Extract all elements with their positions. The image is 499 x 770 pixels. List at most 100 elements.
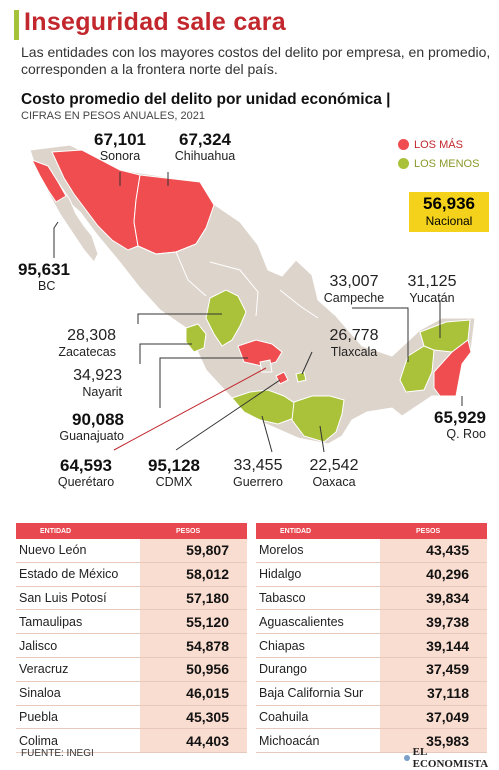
table-cell-pesos: 46,015 <box>140 681 247 705</box>
table-row: Baja California Sur 37,118 <box>256 681 487 706</box>
table-cell-pesos: 39,144 <box>380 634 487 657</box>
table-cell-entidad: Veracruz <box>19 662 69 677</box>
label-tlaxcala: 26,778 Tlaxcala <box>329 327 379 359</box>
table-row: Michoacán 35,983 <box>256 729 487 754</box>
table-cell-pesos: 37,459 <box>380 657 487 681</box>
table-cell-pesos: 39,738 <box>380 610 487 634</box>
nacional-badge: 56,936 Nacional <box>409 192 489 232</box>
label-qroo: 65,929 Q. Roo <box>434 408 486 441</box>
label-guanajuato: 90,088 Guanajuato <box>59 410 124 443</box>
leader-bc <box>53 221 59 258</box>
table-cell-entidad: Tabasco <box>259 590 306 605</box>
map-oaxaca <box>291 395 345 443</box>
legend-dot-icon <box>398 158 409 169</box>
label-sonora: 67,101 Sonora <box>94 130 146 163</box>
table-row: Jalisco 54,878 <box>16 634 247 658</box>
table-right: ENTIDAD PESOS Morelos 43,435 Hidalgo 40,296 T… <box>256 523 487 754</box>
table-cell-pesos: 58,012 <box>140 562 247 586</box>
map-zacatecas <box>205 289 247 347</box>
label-bc: 95,631 BC <box>18 260 70 293</box>
map-tlaxcala <box>295 371 307 383</box>
table-row: Veracruz 50,956 <box>16 657 247 682</box>
table-cell-pesos: 59,807 <box>140 539 247 562</box>
table-cell-entidad: Baja California Sur <box>259 686 364 701</box>
table-left: ENTIDAD PESOS Nuevo León 59,807 Estado de M… <box>16 523 247 754</box>
map-sonora <box>51 149 141 251</box>
leader-queretaro <box>113 367 267 451</box>
table-row: Durango 37,459 <box>256 657 487 682</box>
legend-dot-icon <box>398 139 409 150</box>
legend-item-menos: LOS MENOS <box>398 154 479 173</box>
table-row: Hidalgo 40,296 <box>256 562 487 587</box>
table-row: Tabasco 39,834 <box>256 586 487 611</box>
label-zacatecas: 28,308 Zacatecas <box>58 327 116 359</box>
logo: EL ECONOMISTA <box>404 746 499 770</box>
legend-item-mas: LOS MÁS <box>398 135 479 154</box>
leader-tlaxcala <box>301 351 313 375</box>
table-row: Chiapas 39,144 <box>256 634 487 658</box>
table-cell-pesos: 35,983 <box>380 729 487 753</box>
table-cell-entidad: Coahuila <box>259 709 309 724</box>
label-chihuahua: 67,324 Chihuahua <box>174 130 236 163</box>
leader-oaxaca <box>319 425 325 453</box>
table-row: Puebla 45,305 <box>16 705 247 730</box>
logo-icon <box>404 755 410 761</box>
table-cell-entidad: Sinaloa <box>19 686 61 701</box>
leader-nayarit <box>139 343 192 364</box>
table-cell-pesos: 45,305 <box>140 705 247 729</box>
leader-cdmx <box>175 379 281 451</box>
source-note: FUENTE: INEGI <box>21 748 94 759</box>
leader-zacatecas <box>137 313 222 324</box>
map-guanajuato <box>237 339 283 367</box>
label-nayarit: 34,923 Nayarit <box>73 367 122 399</box>
mexico-map <box>29 144 476 453</box>
label-cdmx: 95,128 CDMX <box>148 456 200 489</box>
title-accent-bar <box>14 10 19 40</box>
table-cell-entidad: Michoacán <box>259 733 320 748</box>
table-row: Nuevo León 59,807 <box>16 539 247 563</box>
label-yucatan: 31,125 Yucatán <box>407 273 457 305</box>
table-cell-entidad: Estado de México <box>19 567 119 582</box>
table-row: Colima 44,403 <box>16 729 247 754</box>
table-row: Sinaloa 46,015 <box>16 681 247 706</box>
table-row: Morelos 43,435 <box>256 539 487 563</box>
table-row: Estado de México 58,012 <box>16 562 247 587</box>
table-cell-pesos: 44,403 <box>140 729 247 753</box>
table-cell-entidad: Chiapas <box>259 638 305 653</box>
label-campeche: 33,007 Campeche <box>323 273 385 305</box>
table-cell-entidad: Nuevo León <box>19 543 87 558</box>
table-cell-pesos: 39,834 <box>380 586 487 610</box>
table-cell-pesos: 37,118 <box>380 681 487 705</box>
label-guerrero: 33,455 Guerrero <box>232 457 284 489</box>
page-title: Inseguridad sale cara <box>24 8 286 36</box>
leader-guanajuato <box>159 357 248 408</box>
table-cell-pesos: 54,878 <box>140 634 247 657</box>
table-cell-pesos: 50,956 <box>140 657 247 681</box>
table-cell-entidad: Colima <box>19 733 58 748</box>
table-header: ENTIDAD PESOS <box>16 523 247 539</box>
table-row: Aguascalientes 39,738 <box>256 610 487 635</box>
table-cell-pesos: 37,049 <box>380 705 487 729</box>
table-cell-entidad: Jalisco <box>19 638 58 653</box>
table-cell-pesos: 43,435 <box>380 539 487 562</box>
map-queretaro <box>259 359 273 373</box>
map-bc <box>30 159 67 203</box>
table-cell-pesos: 40,296 <box>380 562 487 586</box>
leader-guerrero <box>261 415 273 453</box>
table-cell-entidad: Tamaulipas <box>19 614 83 629</box>
table-cell-pesos: 57,180 <box>140 586 247 610</box>
table-cell-entidad: San Luis Potosí <box>19 590 107 605</box>
label-oaxaca: 22,542 Oaxaca <box>309 457 359 489</box>
legend: LOS MÁS LOS MENOS <box>398 135 479 173</box>
table-cell-entidad: Puebla <box>19 709 58 724</box>
map-nayarit <box>185 323 207 353</box>
table-cell-entidad: Morelos <box>259 543 304 558</box>
chart-title: Costo promedio del delito por unidad eco… <box>21 91 391 108</box>
table-cell-entidad: Hidalgo <box>259 567 302 582</box>
chart-unit: CIFRAS EN PESOS ANUALES, 2021 <box>21 110 206 122</box>
map-inner-lines <box>137 227 319 319</box>
table-cell-pesos: 55,120 <box>140 610 247 634</box>
table-cell-entidad: Durango <box>259 662 307 677</box>
table-row: San Luis Potosí 57,180 <box>16 586 247 611</box>
